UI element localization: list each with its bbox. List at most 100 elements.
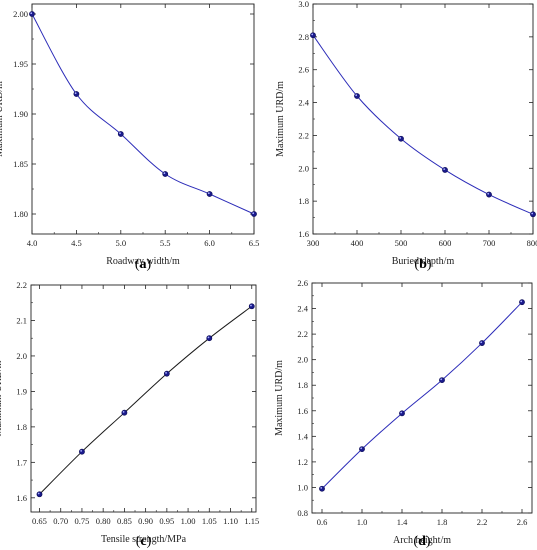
data-point-highlight-d-5 xyxy=(520,300,523,303)
y-tick-label-d: 1.8 xyxy=(297,380,308,390)
data-point-highlight-c-0 xyxy=(37,492,40,495)
y-tick-label-b: 2.4 xyxy=(298,98,309,108)
data-point-highlight-a-1 xyxy=(74,92,77,95)
data-point-a-3 xyxy=(162,171,169,177)
x-tick-label-a: 6.0 xyxy=(204,238,215,248)
data-point-highlight-b-2 xyxy=(399,137,402,139)
y-tick-label-c: 2.0 xyxy=(16,351,27,361)
y-tick-label-c: 1.8 xyxy=(16,422,27,432)
data-point-highlight-c-4 xyxy=(207,336,210,339)
y-tick-label-a: 2.00 xyxy=(13,9,28,19)
y-tick-label-d: 1.6 xyxy=(297,406,308,416)
chart-a-svg: 4.0 4.5 5.0 5.5 6.0 6.5 1.80 1.85 1.90 1.95 2.00 Ro… xyxy=(0,3,259,272)
y-axis-label-b: Maximum URD/m xyxy=(275,81,286,157)
chart-panel-d: 0.6 1.0 1.4 1.8 2.2 2.6 0.8 1.0 1.2 1.4 1.6 1.8 2.0 2… xyxy=(268,275,537,550)
data-point-c-1 xyxy=(79,448,85,455)
y-axis-label-a: Maximum URD/m xyxy=(0,81,5,157)
series-line-a xyxy=(31,13,255,215)
y-tick-label-a: 1.90 xyxy=(13,109,28,119)
data-point-highlight-a-3 xyxy=(163,172,166,175)
data-point-a-5 xyxy=(251,211,257,217)
panel-label-b: (b) xyxy=(414,257,431,272)
y-tick-label-b: 2.6 xyxy=(298,65,309,75)
x-tick-label-d: 1.8 xyxy=(437,517,448,527)
chart-panel-a: 4.0 4.5 5.0 5.5 6.0 6.5 1.80 1.85 1.90 1.95 2.00 Ro… xyxy=(0,0,268,275)
data-point-highlight-c-3 xyxy=(165,371,167,374)
data-point-b-2 xyxy=(398,135,404,142)
data-point-highlight-d-1 xyxy=(360,447,363,450)
x-tick-label-a: 4.5 xyxy=(71,238,82,248)
data-point-d-2 xyxy=(399,410,405,417)
x-tick-label-d: 2.2 xyxy=(477,517,488,527)
data-point-d-5 xyxy=(519,299,525,306)
x-axis-label-a: Roadway width/m xyxy=(106,256,180,267)
data-point-a-4 xyxy=(206,191,213,197)
x-tick-label-b: 700 xyxy=(483,238,496,248)
data-point-c-0 xyxy=(36,491,43,498)
plot-frame-d xyxy=(311,282,533,514)
series-line-d xyxy=(321,301,523,490)
y-tick-label-d: 1.4 xyxy=(297,431,308,441)
data-point-highlight-b-3 xyxy=(443,168,446,171)
x-tick-label-c: 0.90 xyxy=(138,516,153,526)
x-axis-label-c: Tensile strength/MPa xyxy=(101,534,187,545)
x-tick-label-c: 1.05 xyxy=(202,516,217,526)
data-point-highlight-d-4 xyxy=(480,341,483,344)
x-tick-label-a: 4.0 xyxy=(27,238,38,248)
y-tick-label-b: 1.6 xyxy=(298,229,309,239)
data-point-c-5 xyxy=(248,303,255,310)
y-tick-label-b: 2.2 xyxy=(298,130,309,140)
data-point-b-5 xyxy=(530,211,536,218)
y-tick-label-b: 2.8 xyxy=(298,32,309,42)
y-tick-label-c: 2.1 xyxy=(16,315,27,325)
x-tick-label-d: 1.0 xyxy=(357,517,368,527)
y-axis-label-d: Maximum URD/m xyxy=(274,360,285,436)
x-tick-label-c: 0.70 xyxy=(53,516,68,526)
data-point-highlight-a-0 xyxy=(30,12,33,15)
data-point-b-0 xyxy=(310,32,316,39)
chart-panel-b: 300 400 500 600 700 800 1.6 1.8 2.0 2.2 2.4 2.6 2.8 3… xyxy=(268,0,537,275)
data-point-a-0 xyxy=(29,11,35,17)
data-point-highlight-a-2 xyxy=(119,132,121,135)
x-tick-label-d: 2.6 xyxy=(517,517,528,527)
x-tick-label-c: 0.85 xyxy=(117,516,132,526)
y-tick-label-b: 1.8 xyxy=(298,196,309,206)
y-tick-label-b: 2.0 xyxy=(298,163,309,173)
data-point-a-1 xyxy=(73,91,80,97)
series-line-b xyxy=(312,34,534,215)
chart-d-svg: 0.6 1.0 1.4 1.8 2.2 2.6 0.8 1.0 1.2 1.4 1.6 1.8 2.0 2… xyxy=(274,278,533,549)
data-point-d-1 xyxy=(359,446,365,453)
y-tick-label-d: 2.4 xyxy=(297,304,308,314)
x-tick-label-d: 1.4 xyxy=(397,517,408,527)
x-tick-label-a: 5.5 xyxy=(160,238,171,248)
y-tick-label-a: 1.80 xyxy=(13,209,28,219)
x-tick-label-d: 0.6 xyxy=(317,517,328,527)
chart-panel-c: 0.65 0.70 0.75 0.80 0.85 0.90 0.95 1.00 1.05 1.10… xyxy=(0,275,268,550)
data-point-d-4 xyxy=(479,340,485,346)
x-tick-label-c: 0.65 xyxy=(32,516,47,526)
data-point-b-4 xyxy=(486,191,492,198)
y-tick-label-a: 1.85 xyxy=(13,159,28,169)
y-tick-label-a: 1.95 xyxy=(13,59,28,69)
data-point-highlight-a-4 xyxy=(207,192,210,195)
y-tick-label-d: 1.2 xyxy=(297,457,308,467)
data-point-highlight-b-0 xyxy=(311,33,314,36)
data-point-b-1 xyxy=(354,93,360,99)
x-axis-label-d: Arch height/m xyxy=(393,535,451,546)
data-point-c-3 xyxy=(163,370,170,377)
x-tick-label-b: 400 xyxy=(351,238,364,248)
data-point-c-4 xyxy=(206,335,213,342)
x-tick-label-b: 600 xyxy=(439,238,452,248)
data-point-highlight-c-2 xyxy=(122,410,125,413)
x-tick-label-c: 0.75 xyxy=(75,516,90,526)
data-point-highlight-b-1 xyxy=(355,94,358,97)
chart-c-svg: 0.65 0.70 0.75 0.80 0.85 0.90 0.95 1.00 1.05 1.10… xyxy=(0,280,259,549)
data-point-d-0 xyxy=(319,485,325,492)
chart-b-svg: 300 400 500 600 700 800 1.6 1.8 2.0 2.2 2.4 2.6 2.8 3… xyxy=(275,0,537,272)
data-point-highlight-c-5 xyxy=(250,304,252,307)
y-tick-label-c: 2.2 xyxy=(16,280,27,290)
y-tick-label-c: 1.7 xyxy=(16,457,27,467)
data-point-highlight-a-5 xyxy=(252,212,255,215)
data-point-c-2 xyxy=(121,409,128,416)
x-tick-label-c: 1.10 xyxy=(223,516,238,526)
